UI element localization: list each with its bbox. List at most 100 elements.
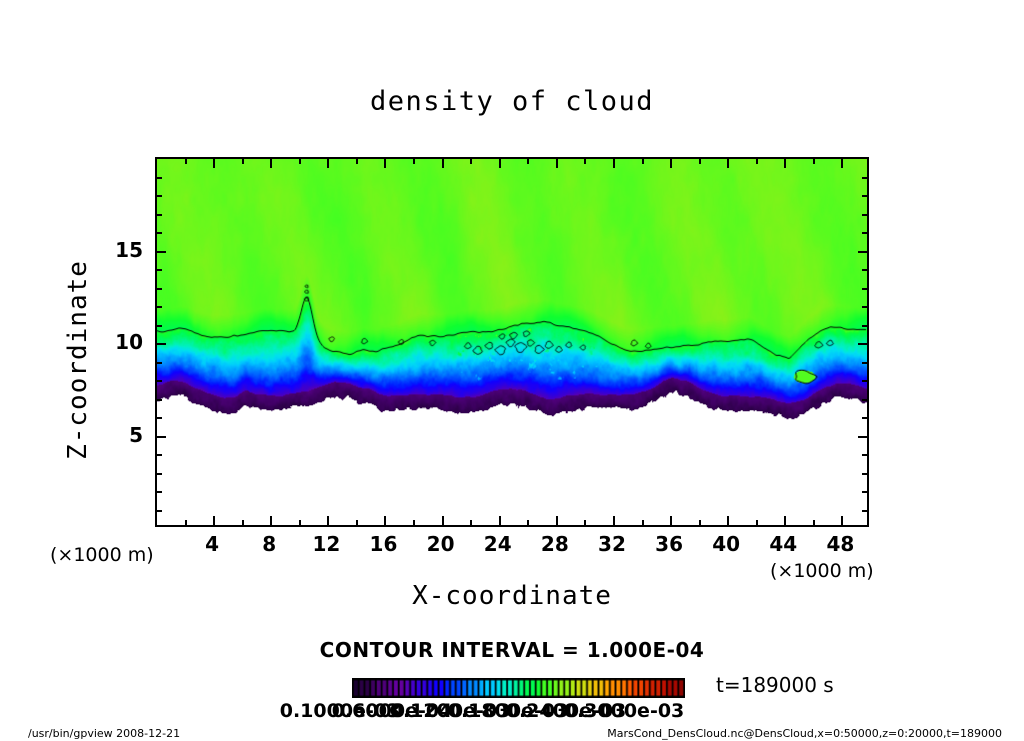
- tick-mark: [157, 213, 162, 216]
- tick-mark: [641, 520, 644, 525]
- tick-mark: [157, 324, 162, 327]
- time-label: t=189000 s: [716, 673, 834, 697]
- tick-mark: [755, 159, 758, 164]
- tick-mark: [727, 516, 730, 525]
- tick-mark: [812, 159, 815, 164]
- tick-mark: [755, 520, 758, 525]
- tick-mark: [157, 269, 162, 271]
- tick-mark: [698, 520, 701, 525]
- tick-mark: [270, 159, 273, 168]
- tick-mark: [862, 232, 867, 234]
- x-axis-units-right: (×1000 m): [770, 560, 874, 582]
- tick-mark: [157, 232, 162, 234]
- tick-mark: [298, 520, 301, 525]
- tick-mark: [413, 159, 416, 164]
- tick-mark: [327, 159, 330, 168]
- footer-command: /usr/bin/gpview 2008-12-21: [28, 727, 181, 740]
- tick-mark: [555, 159, 558, 168]
- tick-mark: [355, 520, 358, 525]
- tick-mark: [555, 516, 558, 525]
- tick-mark: [862, 398, 867, 401]
- tick-mark: [641, 159, 644, 164]
- tick-mark: [498, 159, 501, 168]
- tick-mark: [784, 159, 787, 168]
- colorbar-strip: [352, 678, 685, 698]
- tick-mark: [862, 361, 867, 364]
- tick-mark: [157, 454, 162, 456]
- tick-mark: [862, 195, 867, 197]
- tick-mark: [498, 516, 501, 525]
- tick-mark: [157, 417, 162, 419]
- tick-mark: [413, 520, 416, 525]
- contour-interval-caption: CONTOUR INTERVAL = 1.000E-04: [319, 638, 705, 662]
- x-tick-label: 24: [483, 532, 512, 556]
- tick-mark: [858, 435, 867, 438]
- tick-mark: [862, 509, 867, 512]
- tick-mark: [157, 306, 162, 308]
- footer-dataset: MarsCond_DensCloud.nc@DensCloud,x=0:5000…: [607, 727, 1002, 740]
- tick-mark: [213, 159, 216, 168]
- tick-mark: [157, 361, 162, 364]
- tick-mark: [584, 520, 587, 525]
- tick-mark: [584, 159, 587, 164]
- colorbar-tick-label: 0.3000e-03: [563, 700, 685, 722]
- tick-mark: [727, 159, 730, 168]
- tick-mark: [470, 159, 473, 164]
- tick-mark: [862, 380, 867, 382]
- tick-mark: [157, 250, 166, 253]
- tick-mark: [841, 516, 844, 525]
- x-tick-label: 44: [769, 532, 798, 556]
- x-tick-label: 16: [369, 532, 398, 556]
- density-field-heatmap: [157, 159, 867, 525]
- tick-mark: [862, 417, 867, 419]
- tick-mark: [612, 516, 615, 525]
- x-tick-label: 12: [312, 532, 341, 556]
- colorbar-gradient: [353, 679, 684, 697]
- tick-mark: [184, 520, 187, 525]
- y-axis-title: Z-coordinate: [63, 260, 93, 460]
- tick-mark: [157, 398, 162, 401]
- tick-mark: [441, 516, 444, 525]
- tick-mark: [157, 195, 162, 197]
- colorbar-tick-label: 0.1200e-03: [389, 700, 511, 722]
- colorbar-tick-label: 0.6000e-04: [331, 700, 453, 722]
- tick-mark: [157, 176, 162, 179]
- tick-mark: [858, 250, 867, 253]
- tick-mark: [441, 159, 444, 168]
- x-axis-units-left: (×1000 m): [50, 544, 154, 566]
- tick-mark: [862, 269, 867, 271]
- tick-mark: [327, 516, 330, 525]
- x-tick-label: 20: [426, 532, 455, 556]
- tick-mark: [862, 176, 867, 179]
- tick-mark: [157, 491, 162, 493]
- x-tick-label: 48: [826, 532, 855, 556]
- tick-mark: [355, 159, 358, 164]
- colorbar-tick-label: 0.2400e-03: [505, 700, 627, 722]
- x-axis-title: X-coordinate: [412, 581, 612, 611]
- tick-mark: [698, 159, 701, 164]
- y-tick-label: 10: [115, 330, 143, 354]
- x-tick-label: 40: [712, 532, 741, 556]
- tick-mark: [858, 343, 867, 345]
- tick-mark: [862, 454, 867, 456]
- tick-mark: [784, 516, 787, 525]
- tick-mark: [157, 435, 166, 438]
- tick-mark: [157, 472, 162, 475]
- tick-mark: [862, 213, 867, 216]
- tick-mark: [157, 343, 166, 345]
- tick-mark: [384, 159, 387, 168]
- tick-mark: [270, 516, 273, 525]
- tick-mark: [841, 159, 844, 168]
- tick-mark: [157, 509, 162, 512]
- tick-mark: [862, 491, 867, 493]
- tick-mark: [862, 306, 867, 308]
- y-tick-label: 5: [129, 422, 143, 447]
- colorbar-tick-label: 0.1000e-03: [279, 700, 401, 722]
- tick-mark: [862, 472, 867, 475]
- tick-mark: [384, 516, 387, 525]
- tick-mark: [527, 520, 530, 525]
- page-title: density of cloud: [369, 86, 655, 117]
- colorbar: [352, 678, 685, 698]
- x-tick-label: 28: [540, 532, 569, 556]
- tick-mark: [241, 520, 244, 525]
